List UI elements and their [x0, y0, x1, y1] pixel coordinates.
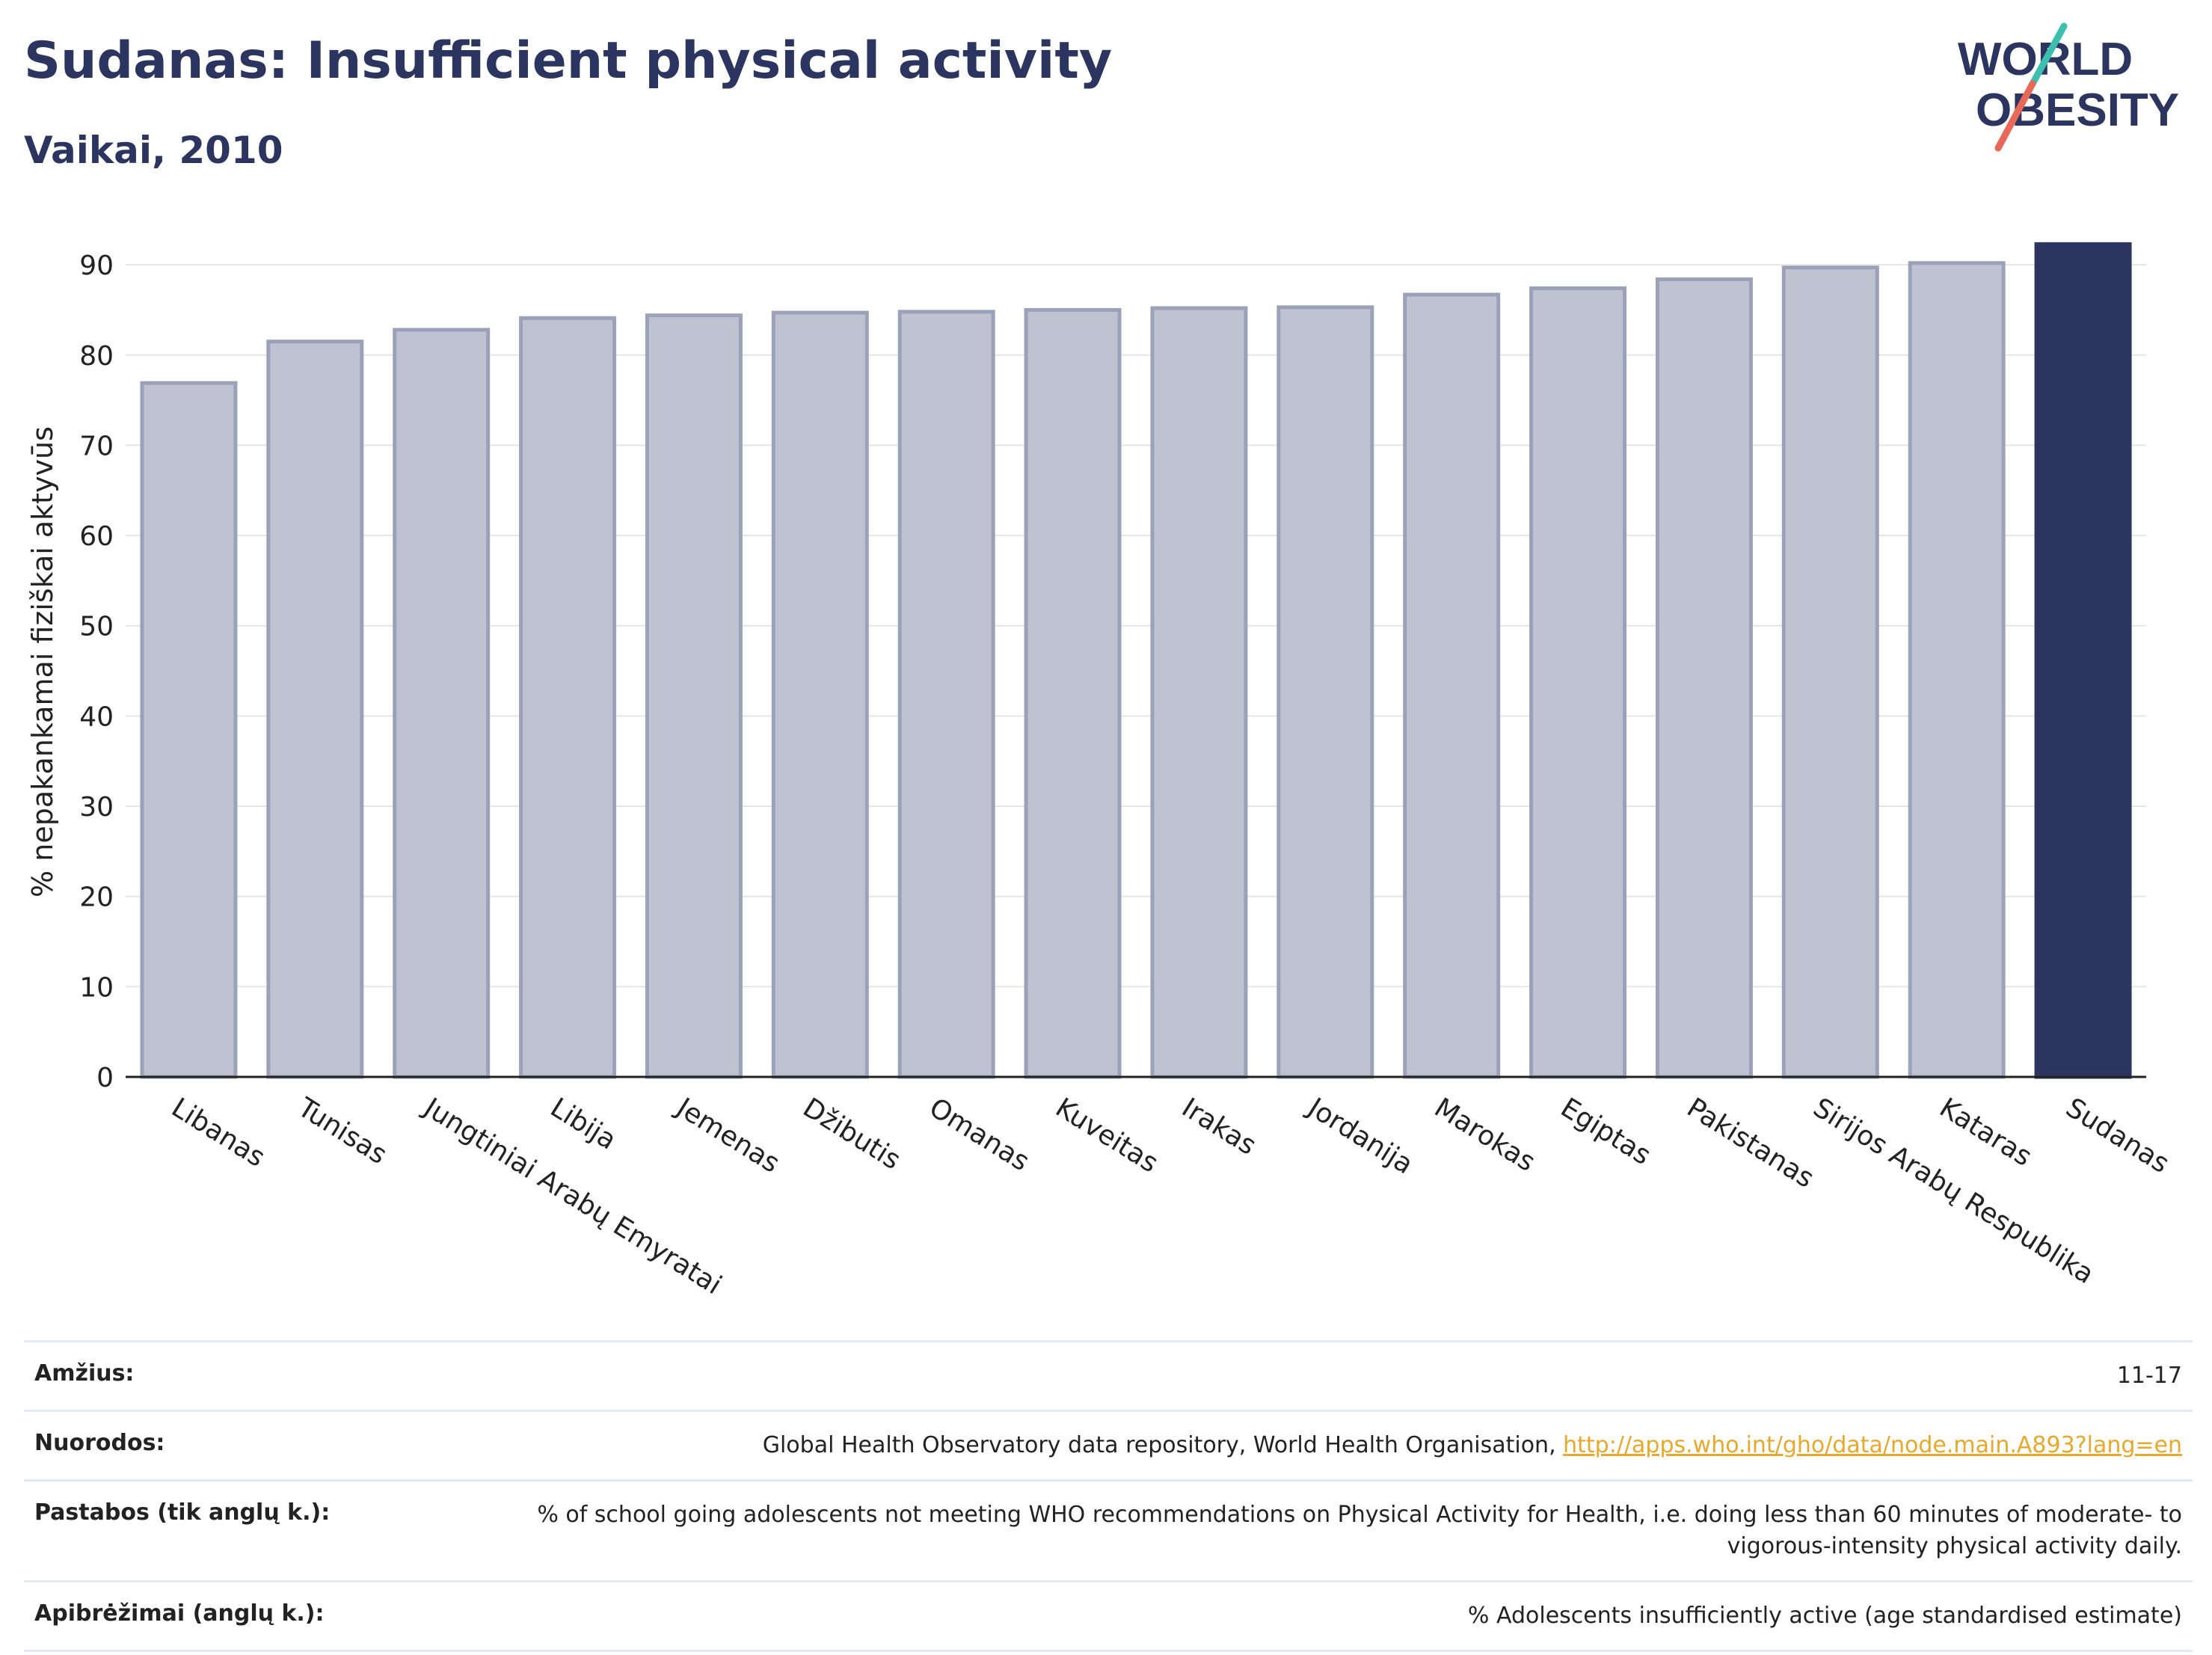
y-tick-label: 80 [79, 341, 114, 372]
world-obesity-logo: WORLD OBESITY [1958, 22, 2179, 152]
y-tick-label: 90 [79, 251, 114, 281]
x-tick-label: Kataras [1934, 1093, 2037, 1173]
meta-row-definitions: Apibrėžimai (anglų k.): % Adolescents in… [24, 1580, 2193, 1652]
meta-row-age: Amžius: 11-17 [24, 1340, 2193, 1410]
y-tick-label: 70 [79, 431, 114, 461]
bar [2034, 242, 2132, 1079]
bar [1655, 277, 1753, 1079]
meta-reference-text: Global Health Observatory data repositor… [762, 1432, 1564, 1458]
y-axis-label: % nepakankamai fiziškai aktyvūs [26, 426, 59, 897]
bar [140, 381, 238, 1079]
bar [1908, 261, 2006, 1079]
meta-value-age: 11-17 [2116, 1363, 2182, 1389]
x-tick-label: Sudanas [2060, 1093, 2175, 1179]
bar [266, 340, 364, 1079]
page-title: Sudanas: Insufficient physical activity [24, 31, 1113, 90]
x-tick-label: Jordanija [1301, 1092, 1418, 1181]
meta-label-notes: Pastabos (tik anglų k.): [34, 1499, 331, 1526]
page-subtitle: Vaikai, 2010 [24, 129, 283, 172]
y-tick-label: 30 [79, 792, 114, 823]
meta-value-definitions: % Adolescents insufficiently active (age… [1467, 1603, 2182, 1629]
x-tick-label: Tunisas [292, 1092, 392, 1170]
y-tick-label: 0 [96, 1063, 114, 1093]
x-tick-label: Marokas [1429, 1093, 1540, 1178]
bar [393, 328, 491, 1079]
y-tick-label: 20 [79, 882, 114, 913]
meta-label-references: Nuorodos: [34, 1430, 165, 1456]
meta-value-references: Global Health Observatory data repositor… [763, 1430, 2182, 1461]
logo-slash-coral [1994, 80, 2036, 152]
y-tick-label: 60 [79, 521, 114, 552]
x-tick-label: Kuveitas [1050, 1093, 1164, 1179]
x-tick-label: Irakas [1176, 1093, 1262, 1161]
bar [519, 316, 617, 1079]
y-tick-label: 50 [79, 612, 114, 642]
bar [1781, 265, 1879, 1079]
logo-slash-teal [2029, 22, 2068, 87]
bar [1024, 307, 1122, 1079]
x-tick-label: Libija [545, 1093, 621, 1156]
bar [645, 313, 743, 1079]
y-tick-label: 40 [79, 701, 114, 732]
bar [1403, 292, 1501, 1079]
bar-chart: 0 10 20 30 40 50 60 70 80 90 % nepakankamai fizišk… [26, 242, 2175, 1301]
bar [1529, 286, 1627, 1079]
meta-value-notes: % of school going adolescents not meetin… [537, 1502, 2182, 1559]
bar [1276, 305, 1374, 1079]
bar [897, 310, 995, 1079]
x-tick-label: Egiptas [1555, 1093, 1656, 1171]
x-tick-label: Omanas [924, 1093, 1034, 1178]
metadata-table: Amžius: 11-17 Nuorodos: Global Health Ob… [24, 1340, 2193, 1652]
x-tick-label: Libanas [166, 1093, 270, 1173]
x-tick-label: Džibutis [797, 1093, 906, 1176]
meta-label-age: Amžius: [34, 1360, 135, 1387]
x-tick-label: Jemenas [670, 1092, 785, 1179]
y-tick-label: 10 [79, 972, 114, 1003]
x-tick-label: Pakistanas [1682, 1093, 1819, 1194]
meta-row-notes: Pastabos (tik anglų k.): % of school goi… [24, 1479, 2193, 1580]
meta-row-references: Nuorodos: Global Health Observatory data… [24, 1410, 2193, 1479]
meta-label-definitions: Apibrėžimai (anglų k.): [34, 1600, 325, 1627]
reference-link[interactable]: http://apps.who.int/gho/data/node.main.A… [1563, 1432, 2182, 1458]
bar [1150, 306, 1248, 1079]
bar [771, 310, 869, 1079]
